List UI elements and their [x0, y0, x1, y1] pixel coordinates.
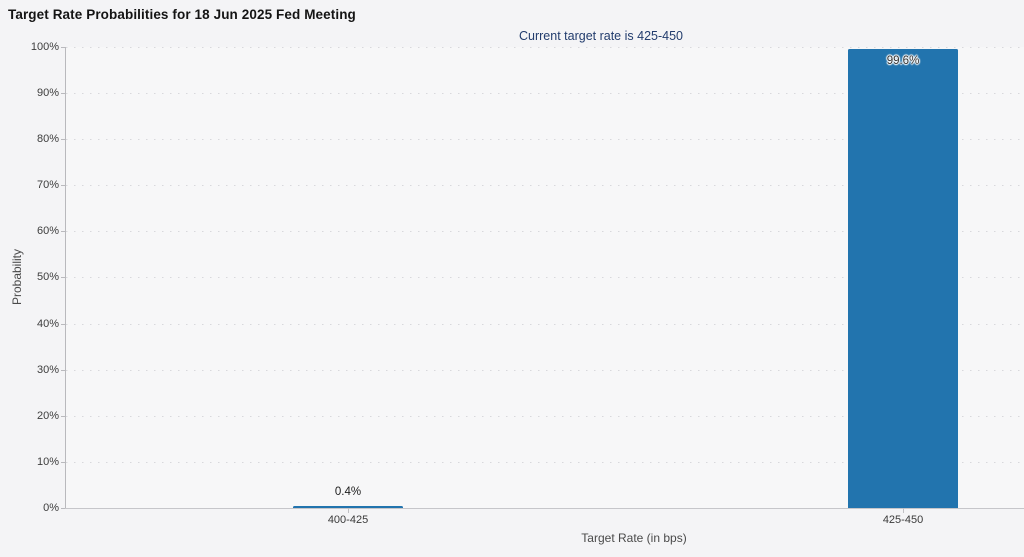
- y-tick-label: 0%: [43, 502, 59, 514]
- y-tick-mark: [61, 416, 65, 417]
- y-tick-label: 80%: [36, 133, 59, 145]
- y-axis-title: Probability: [10, 248, 24, 306]
- gridline: [66, 416, 1024, 417]
- chart-title: Target Rate Probabilities for 18 Jun 202…: [8, 7, 356, 22]
- x-tick-mark: [903, 508, 904, 513]
- y-tick-label: 90%: [36, 87, 59, 99]
- bar-value-label: 0.4%: [334, 486, 362, 498]
- bar-425-450[interactable]: [848, 49, 958, 508]
- x-tick-label: 425-450: [882, 514, 924, 526]
- gridline: [66, 47, 1024, 48]
- y-tick-label: 70%: [36, 179, 59, 191]
- y-tick-mark: [61, 47, 65, 48]
- bar-400-425[interactable]: [293, 506, 403, 508]
- gridline: [66, 370, 1024, 371]
- y-tick-mark: [61, 370, 65, 371]
- y-tick-mark: [61, 93, 65, 94]
- y-tick-mark: [61, 508, 65, 509]
- y-tick-mark: [61, 277, 65, 278]
- gridline: [66, 185, 1024, 186]
- y-tick-mark: [61, 185, 65, 186]
- y-tick-mark: [61, 231, 65, 232]
- gridline: [66, 324, 1024, 325]
- gridline: [66, 139, 1024, 140]
- y-tick-label: 30%: [36, 364, 59, 376]
- x-axis-line: [65, 508, 1024, 509]
- chart-subtitle: Current target rate is 425-450: [519, 29, 683, 43]
- y-tick-label: 100%: [30, 41, 59, 53]
- x-axis-title: Target Rate (in bps): [581, 531, 687, 545]
- bar-value-label: 99.6%: [886, 55, 920, 67]
- y-tick-label: 40%: [36, 318, 59, 330]
- y-tick-label: 60%: [36, 225, 59, 237]
- gridline: [66, 93, 1024, 94]
- gridline: [66, 231, 1024, 232]
- x-tick-mark: [348, 508, 349, 513]
- y-tick-mark: [61, 462, 65, 463]
- x-tick-label: 400-425: [327, 514, 369, 526]
- y-tick-label: 50%: [36, 271, 59, 283]
- y-tick-label: 20%: [36, 410, 59, 422]
- gridline: [66, 277, 1024, 278]
- y-tick-mark: [61, 139, 65, 140]
- gridline: [66, 462, 1024, 463]
- y-tick-mark: [61, 324, 65, 325]
- y-tick-label: 10%: [36, 456, 59, 468]
